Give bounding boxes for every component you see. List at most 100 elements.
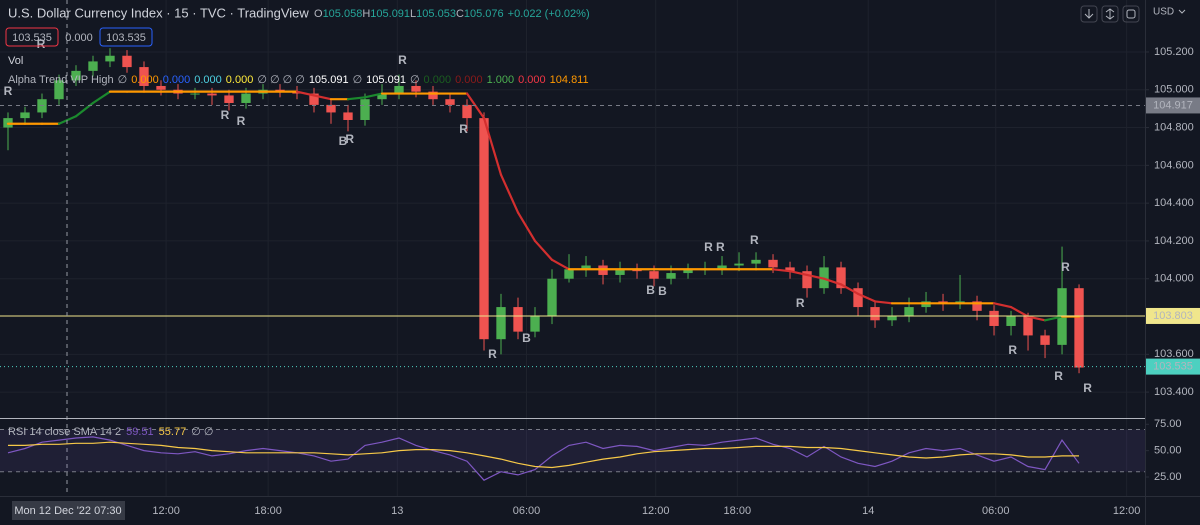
vol-label: Vol: [8, 55, 23, 67]
indicator-value: ∅: [410, 74, 420, 86]
candle-body: [649, 271, 659, 279]
indicator-value: 0.000: [194, 74, 222, 86]
indicator-name: Alpha Trend VIP High: [8, 74, 114, 86]
signal-label: B: [522, 331, 531, 345]
price-level-box: [1146, 307, 1200, 324]
price-level-label: 103.535: [1153, 361, 1193, 373]
y-tick-label: 104.000: [1154, 273, 1194, 285]
y-tick-label: 104.800: [1154, 121, 1194, 133]
trend-segment: [550, 258, 571, 271]
trend-segment: [312, 94, 333, 101]
candle-body: [105, 55, 115, 62]
y-tick-label: 104.200: [1154, 235, 1194, 247]
signal-label: R: [1054, 369, 1063, 383]
candle-body: [768, 259, 778, 268]
indicator-value: ∅: [118, 74, 128, 86]
x-tick-label: 14: [862, 505, 874, 517]
indicator-value: 0.000: [163, 74, 191, 86]
candle-body: [666, 273, 676, 279]
ohlc-change: +0.022 (+0.02%): [508, 8, 590, 20]
signal-label: B: [658, 284, 667, 298]
trend-segment: [1009, 305, 1030, 318]
signal-label: R: [237, 114, 246, 128]
x-tick-label: 12:00: [152, 505, 180, 517]
trend-segment: [1026, 315, 1047, 322]
ohlc-key: O: [314, 8, 323, 20]
scale-button[interactable]: [1101, 5, 1119, 23]
rsi-legend-value: 55.77: [159, 426, 187, 438]
price-level-box: [1146, 97, 1200, 114]
indicator-value: 0.000: [226, 74, 254, 86]
y-tick-label: 104.600: [1154, 159, 1194, 171]
candle-body: [564, 269, 574, 279]
signal-label: R: [459, 122, 468, 136]
candle-body: [360, 99, 370, 120]
candle-body: [241, 93, 251, 103]
candle-body: [394, 85, 404, 94]
candle-body: [717, 265, 727, 270]
ohlc-value: 105.091: [370, 8, 410, 20]
candle-body: [785, 267, 795, 272]
candle-body: [734, 263, 744, 266]
trend-segment: [992, 302, 1013, 309]
trend-segment: [839, 283, 860, 295]
candle-body: [1006, 316, 1016, 326]
rsi-line: [8, 441, 1079, 469]
signal-label: R: [4, 84, 13, 98]
candle-body: [615, 269, 625, 275]
candle-body: [428, 91, 438, 100]
scale-icon: [1105, 8, 1115, 20]
signal-label: R: [488, 347, 497, 361]
y-tick-label: 75.00: [1154, 418, 1182, 430]
candle-body: [122, 55, 132, 68]
indicator-value: 0.000: [455, 74, 483, 86]
down-button[interactable]: [1080, 5, 1098, 23]
candle-body: [870, 307, 880, 321]
price-tag: 103.535: [12, 32, 52, 44]
candle-body: [1040, 335, 1050, 345]
candle-body: [445, 99, 455, 105]
chart-title: U.S. Dollar Currency Index · 15 · TVC · …: [8, 5, 309, 20]
trend-segment: [499, 173, 520, 214]
candle-body: [836, 267, 846, 289]
candle-body: [751, 259, 761, 264]
y-tick-label: 103.400: [1154, 386, 1194, 398]
x-tick-label: 18:00: [724, 505, 752, 517]
x-tick-label: 12:00: [642, 505, 670, 517]
candle-body: [71, 70, 81, 81]
candle-body: [20, 112, 30, 119]
crosshair-label: Mon 12 Dec '22 07:30: [14, 505, 121, 517]
signal-label: R: [716, 240, 725, 254]
fullscreen-button[interactable]: [1122, 5, 1140, 23]
candle-body: [326, 104, 336, 113]
candle-body: [547, 278, 557, 317]
y-tick-label: 25.00: [1154, 471, 1182, 483]
rsi-line: [7, 436, 1080, 481]
price-tag-box: [5, 27, 59, 47]
price-level-box: [1146, 358, 1200, 375]
trend-segment: [822, 277, 843, 286]
y-tick-label: 105.200: [1154, 46, 1194, 58]
ohlc: O105.058H105.091L105.053C105.076 +0.022 (…: [314, 8, 590, 20]
ohlc-key: H: [362, 8, 370, 20]
indicator-value: 0.000: [131, 74, 159, 86]
candle-body: [972, 301, 982, 311]
fullscreen-icon: [1126, 9, 1136, 19]
tags: 103.535 0.000 103.535: [5, 27, 153, 47]
trend-segment: [1043, 315, 1064, 322]
indicator-value: 1.000: [487, 74, 515, 86]
candle-body: [683, 269, 693, 274]
signal-label: R: [37, 37, 46, 51]
price-level-label: 104.917: [1153, 99, 1193, 111]
rsi-legend: RSI 14 close SMA 14 2 59.51 55.77 ∅ ∅: [8, 426, 213, 438]
candle-body: [513, 307, 523, 332]
indicator-value: 105.091: [309, 74, 349, 86]
candle-body: [462, 104, 472, 119]
signal-label: R: [398, 53, 407, 67]
currency[interactable]: USD: [1153, 7, 1174, 18]
ohlc-key: C: [456, 8, 464, 20]
toolbar: [1080, 5, 1140, 23]
